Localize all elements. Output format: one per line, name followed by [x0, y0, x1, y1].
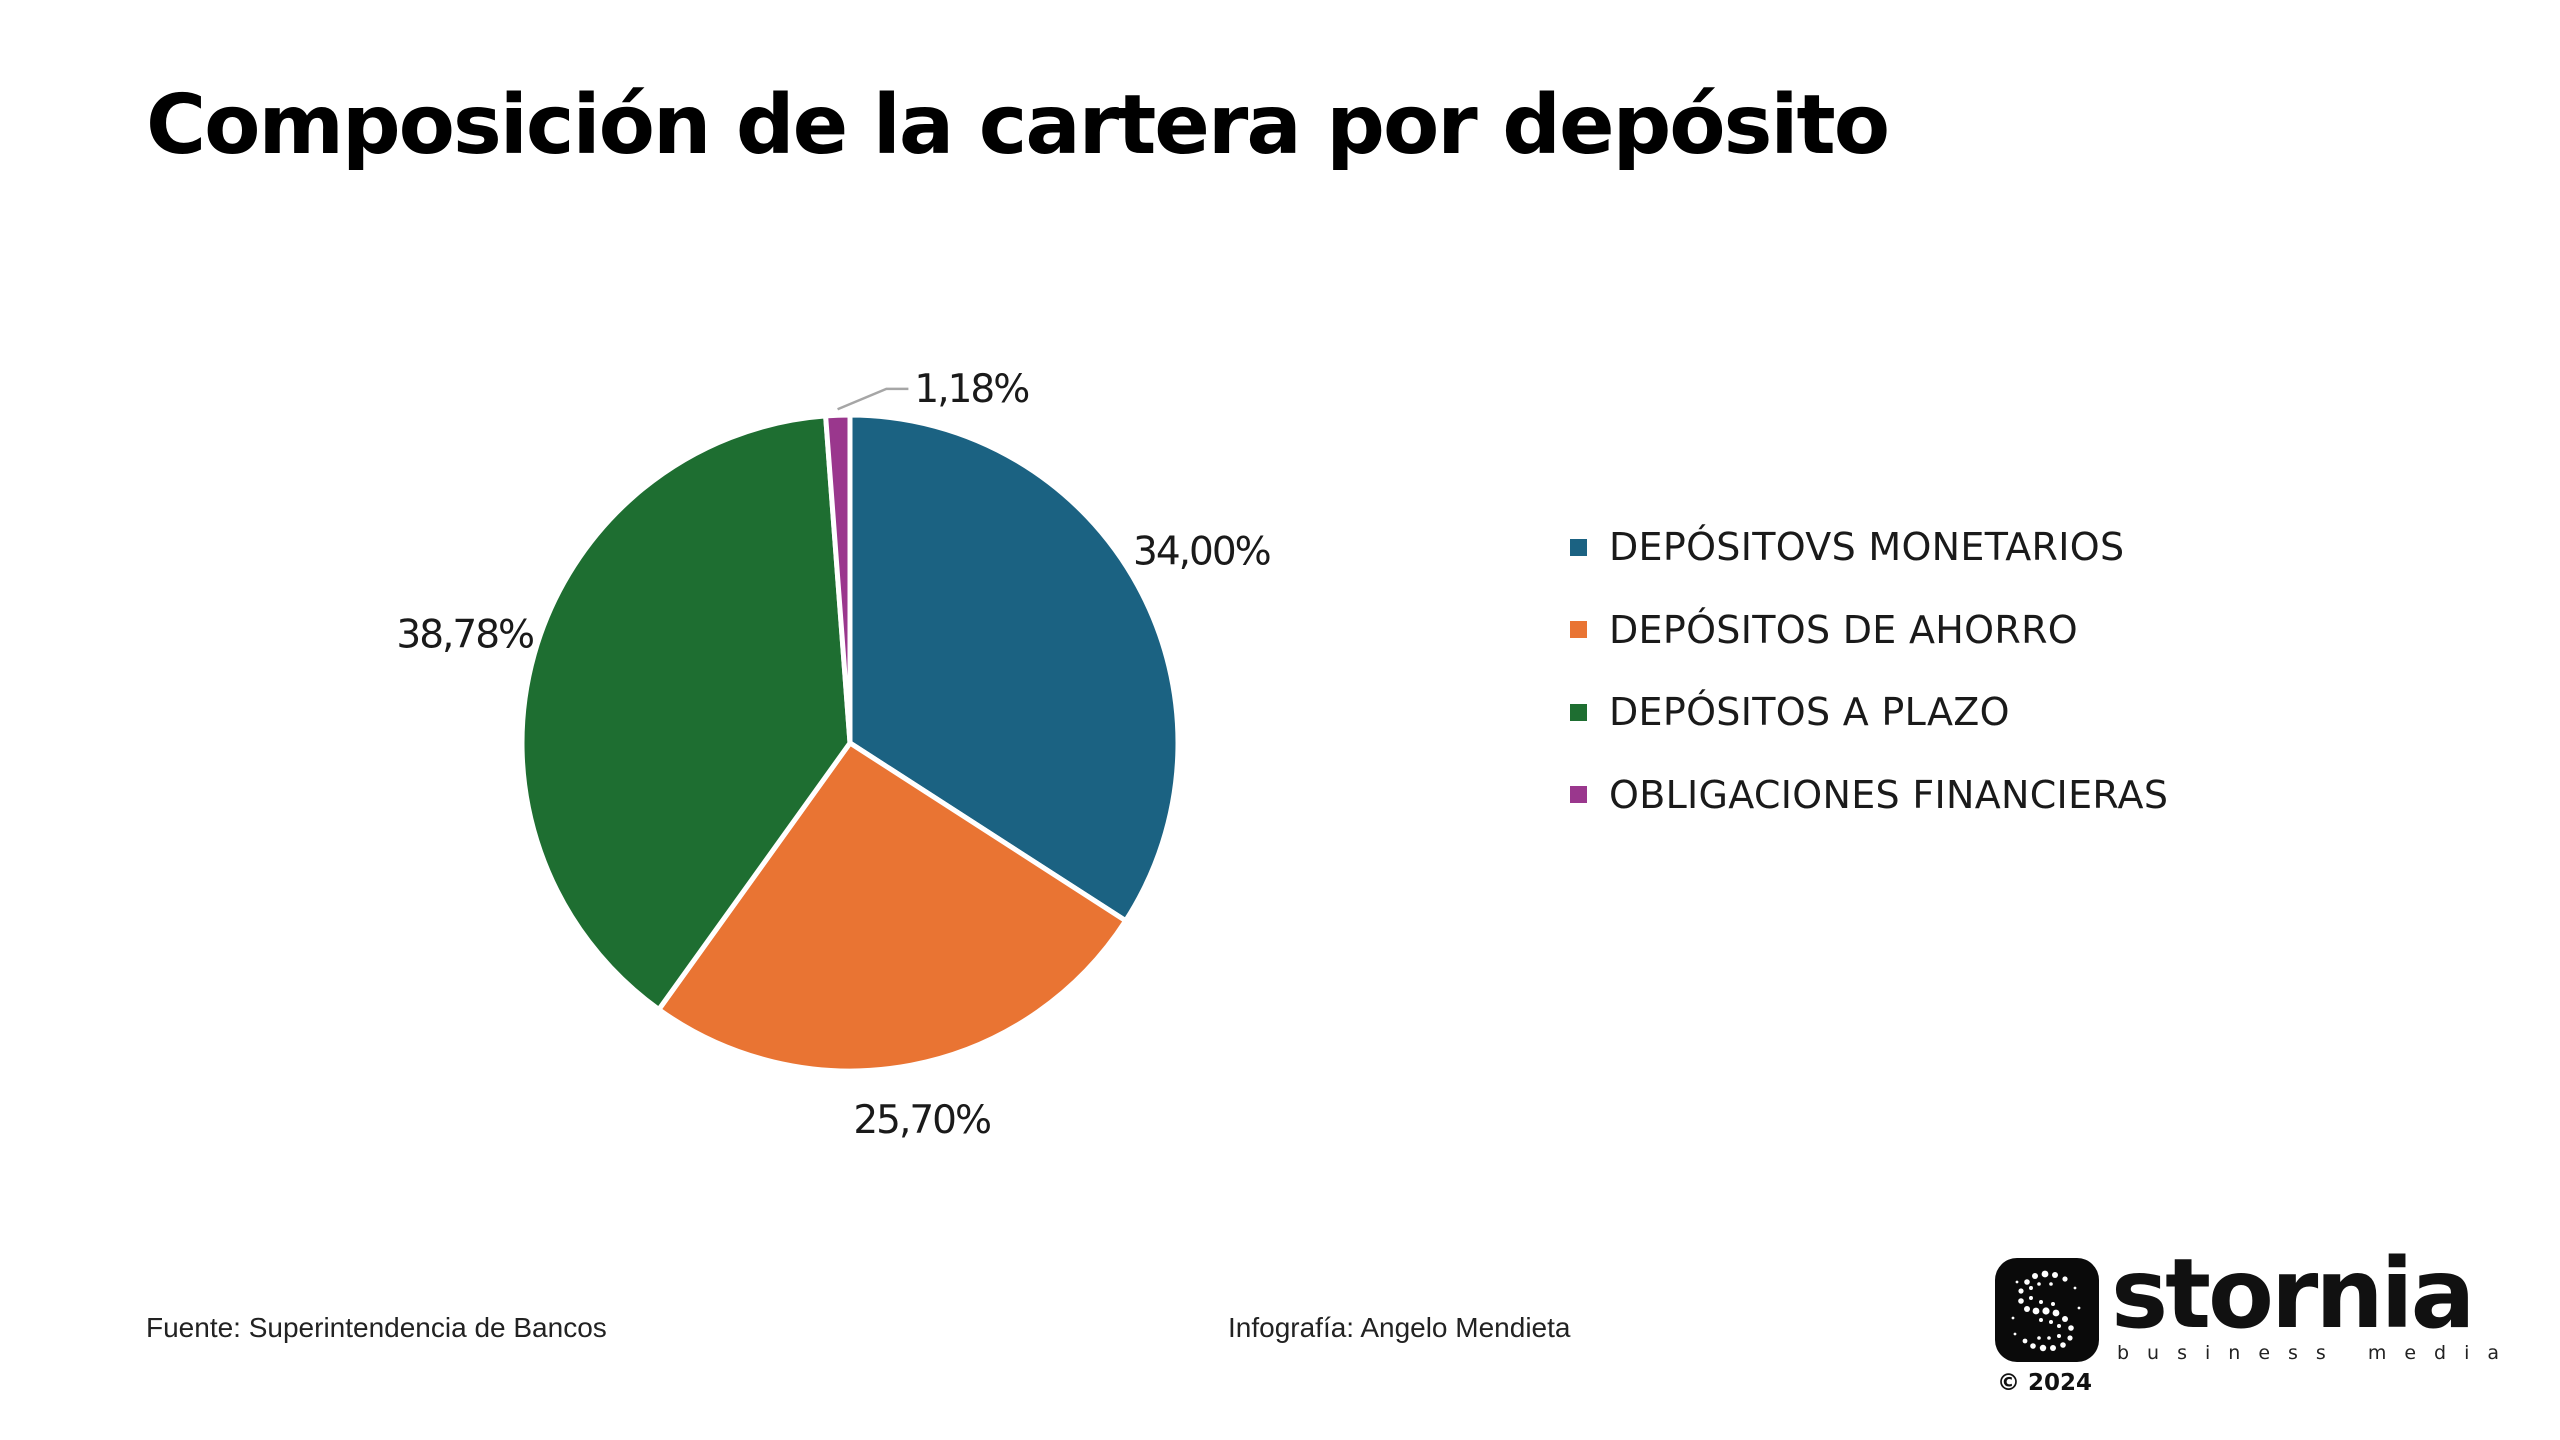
legend-swatch	[1570, 786, 1587, 804]
legend: DEPÓSITOVS MONETARIOS DEPÓSITOS DE AHORR…	[1570, 506, 2168, 836]
legend-item: OBLIGACIONES FINANCIERAS	[1570, 754, 2168, 837]
label-monetarios: 34,00%	[1133, 530, 1270, 575]
slice-ahorro	[656, 740, 1129, 1074]
legend-swatch	[1570, 621, 1587, 639]
legend-item: DEPÓSITOVS MONETARIOS	[1570, 506, 2168, 589]
slice-plazo	[519, 413, 853, 1013]
pie-chart: 34,00% 25,70% 38,78% 1,18%	[396, 367, 1271, 1143]
legend-swatch	[1570, 538, 1587, 556]
legend-label: OBLIGACIONES FINANCIERAS	[1609, 772, 2169, 817]
credit-note: Infografía: Angelo Mendieta	[1228, 1312, 1571, 1343]
legend-swatch	[1570, 703, 1587, 721]
source-note: Fuente: Superintendencia de Bancos	[146, 1312, 607, 1343]
slice-obligaciones	[823, 412, 853, 746]
label-plazo: 38,78%	[396, 613, 533, 658]
brand-logo: stornia business media © 2024	[1995, 1238, 2499, 1398]
legend-label: DEPÓSITOS DE AHORRO	[1609, 607, 2078, 652]
label-obligaciones: 1,18%	[914, 367, 1028, 412]
chart-title: Composición de la cartera por depósito	[146, 78, 1890, 173]
legend-item: DEPÓSITOS A PLAZO	[1570, 671, 2168, 754]
leader-line	[837, 387, 909, 411]
label-ahorro: 25,70%	[853, 1098, 990, 1143]
brand-tagline: business media	[2117, 1342, 2518, 1364]
stornia-logo-icon	[1995, 1258, 2099, 1362]
legend-label: DEPÓSITOS A PLAZO	[1609, 690, 2010, 735]
legend-item: DEPÓSITOS DE AHORRO	[1570, 589, 2168, 672]
brand-name: stornia	[2111, 1238, 2475, 1350]
legend-label: DEPÓSITOVS MONETARIOS	[1609, 525, 2125, 570]
copyright: © 2024	[1997, 1370, 2093, 1396]
